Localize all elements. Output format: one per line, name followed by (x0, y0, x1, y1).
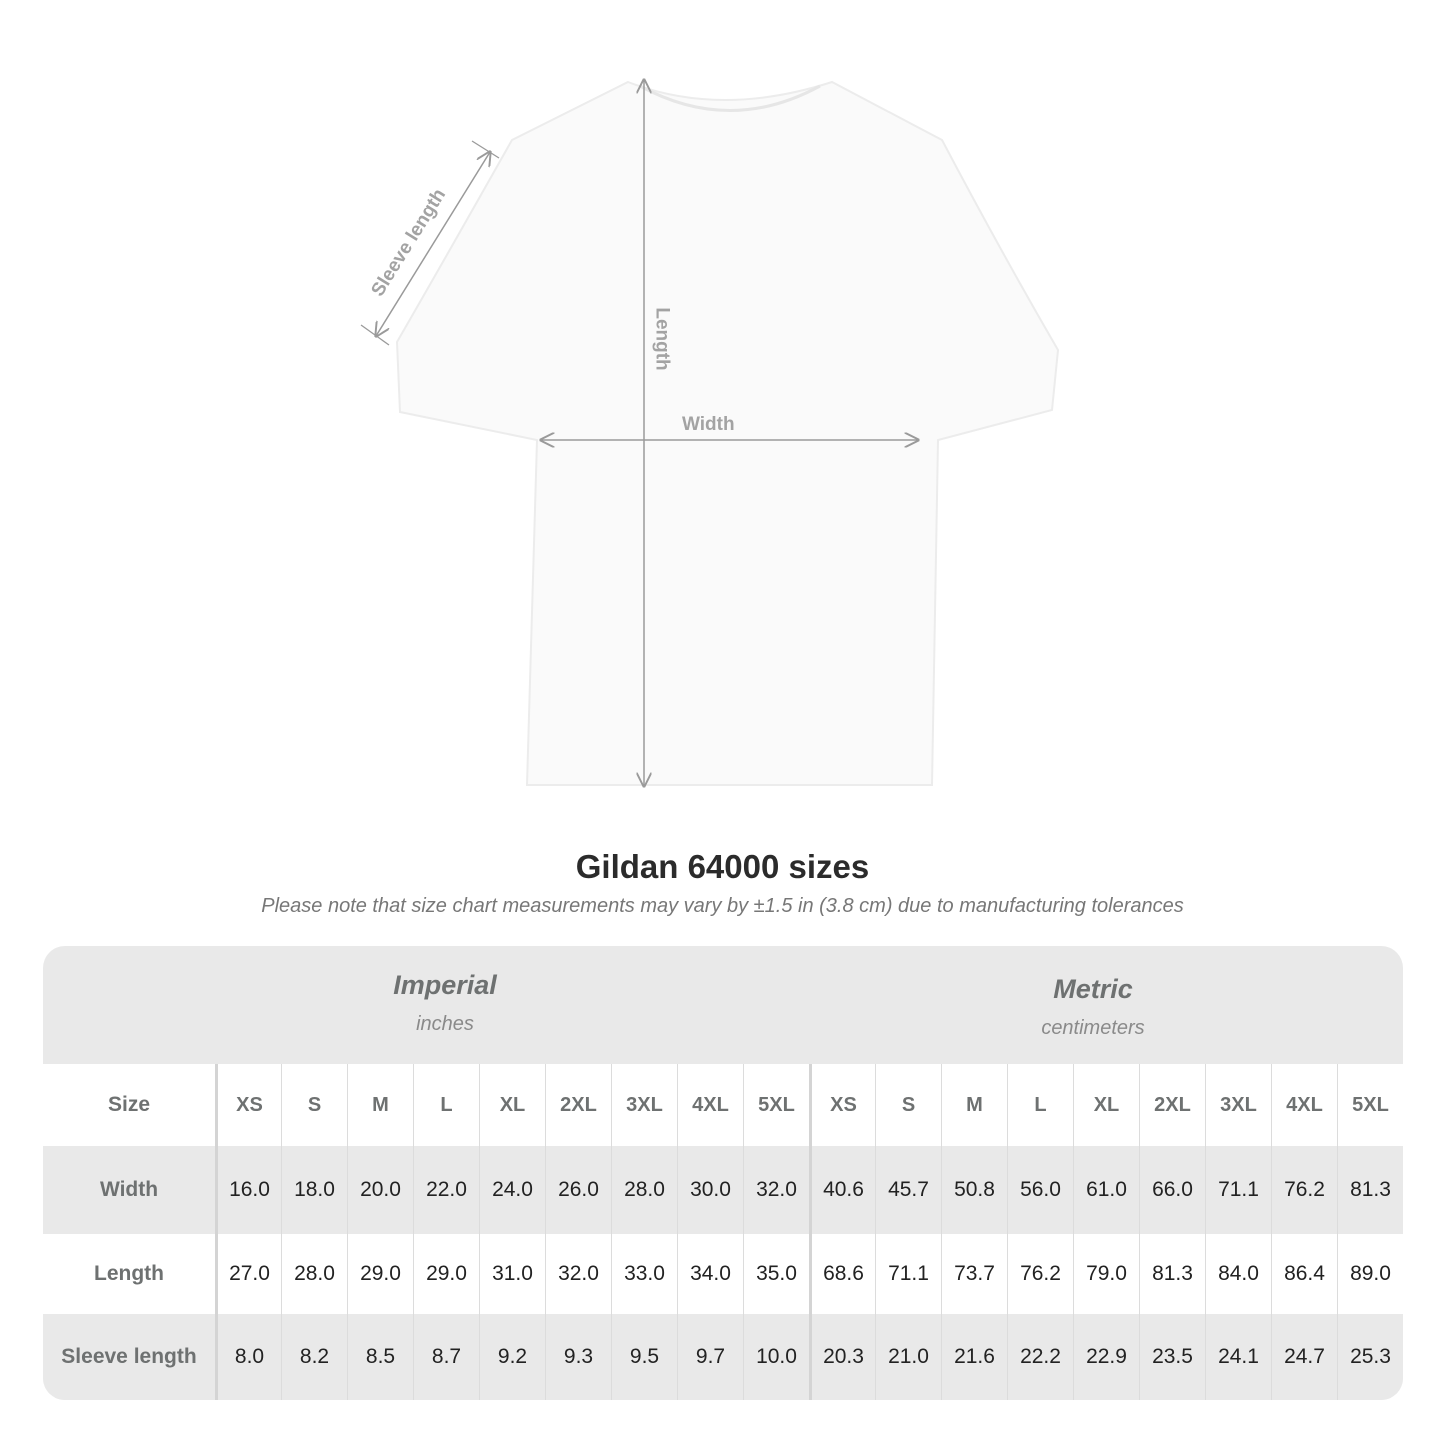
size-header-imperial: L (413, 1064, 479, 1146)
cell-imperial: 28.0 (281, 1234, 347, 1314)
cell-metric: 68.6 (809, 1234, 875, 1314)
cell-imperial: 22.0 (413, 1146, 479, 1234)
cell-metric: 50.8 (941, 1146, 1007, 1234)
cell-imperial: 16.0 (215, 1146, 281, 1234)
sleeve-line (376, 152, 490, 336)
cell-metric: 21.0 (875, 1314, 941, 1400)
cell-imperial: 10.0 (743, 1314, 809, 1400)
cell-metric: 66.0 (1139, 1146, 1205, 1234)
cell-imperial: 35.0 (743, 1234, 809, 1314)
cell-metric: 61.0 (1073, 1146, 1139, 1234)
imperial-header: Imperial inches (215, 970, 675, 1088)
size-table: Imperial inches Metric centimeters Size X… (43, 946, 1403, 1400)
cell-imperial: 28.0 (611, 1146, 677, 1234)
size-header-imperial: XL (479, 1064, 545, 1146)
size-header-imperial: 5XL (743, 1064, 809, 1146)
length-label: Length (651, 307, 673, 371)
size-header-metric: XS (809, 1064, 875, 1146)
table-row: Width 16.0 18.0 20.0 22.0 24.0 26.0 28.0 30.0 32.… (43, 1146, 1403, 1234)
tshirt-diagram (360, 0, 1060, 820)
row-label: Size (107, 1093, 151, 1116)
cell-metric: 81.3 (1139, 1234, 1205, 1314)
cell-metric: 81.3 (1337, 1146, 1403, 1234)
row-label: Width (99, 1178, 159, 1201)
cell-metric: 79.0 (1073, 1234, 1139, 1314)
cell-imperial: 8.7 (413, 1314, 479, 1400)
cell-imperial: 9.3 (545, 1314, 611, 1400)
cell-metric: 89.0 (1337, 1234, 1403, 1314)
cell-metric: 22.9 (1073, 1314, 1139, 1400)
cell-imperial: 26.0 (545, 1146, 611, 1234)
cell-metric: 86.4 (1271, 1234, 1337, 1314)
cell-imperial: 30.0 (677, 1146, 743, 1234)
cell-metric: 20.3 (809, 1314, 875, 1400)
size-header-metric: 5XL (1337, 1064, 1403, 1146)
page-title: Gildan 64000 sizes (575, 848, 870, 885)
size-header-metric: XL (1073, 1064, 1139, 1146)
size-header-imperial: XS (215, 1064, 281, 1146)
size-header-imperial: 4XL (677, 1064, 743, 1146)
cell-metric: 21.6 (941, 1314, 1007, 1400)
cell-metric: 22.2 (1007, 1314, 1073, 1400)
cell-metric: 76.2 (1271, 1146, 1337, 1234)
cell-metric: 71.1 (1205, 1146, 1271, 1234)
cell-metric: 73.7 (941, 1234, 1007, 1314)
table-row: Sleeve length 8.0 8.2 8.5 8.7 9.2 9.3 9.5 9.7 10.… (43, 1314, 1403, 1400)
metric-title: Metric (1053, 974, 1133, 1004)
cell-imperial: 32.0 (743, 1146, 809, 1234)
size-header-row: Size XS S M L XL 2XL 3XL 4XL 5XL XS S M L XL 2XL 3XL 4XL 5… (43, 1064, 1403, 1146)
cell-metric: 40.6 (809, 1146, 875, 1234)
imperial-unit: inches (416, 1013, 474, 1035)
cell-metric: 24.1 (1205, 1314, 1271, 1400)
row-label: Sleeve length (61, 1345, 197, 1368)
size-header-imperial: 3XL (611, 1064, 677, 1146)
size-header-imperial: M (347, 1064, 413, 1146)
width-label: Width (682, 414, 735, 435)
cell-imperial: 32.0 (545, 1234, 611, 1314)
cell-metric: 24.7 (1271, 1314, 1337, 1400)
size-header-imperial: S (281, 1064, 347, 1146)
size-header-metric: S (875, 1064, 941, 1146)
size-header-imperial: 2XL (545, 1064, 611, 1146)
cell-imperial: 9.2 (479, 1314, 545, 1400)
cell-imperial: 29.0 (347, 1234, 413, 1314)
cell-metric: 23.5 (1139, 1314, 1205, 1400)
cell-imperial: 9.5 (611, 1314, 677, 1400)
cell-metric: 45.7 (875, 1146, 941, 1234)
size-header-metric: 3XL (1205, 1064, 1271, 1146)
cell-imperial: 31.0 (479, 1234, 545, 1314)
metric-header: Metric centimeters (861, 974, 1325, 1092)
tolerance-note: Please note that size chart measurements… (261, 895, 1184, 917)
cell-imperial: 20.0 (347, 1146, 413, 1234)
cell-imperial: 27.0 (215, 1234, 281, 1314)
cell-metric: 84.0 (1205, 1234, 1271, 1314)
metric-unit: centimeters (1041, 1017, 1145, 1039)
cell-metric: 76.2 (1007, 1234, 1073, 1314)
size-header-metric: L (1007, 1064, 1073, 1146)
size-header-metric: M (941, 1064, 1007, 1146)
cell-metric: 25.3 (1337, 1314, 1403, 1400)
row-label: Length (94, 1262, 164, 1285)
size-header-metric: 2XL (1139, 1064, 1205, 1146)
cell-metric: 56.0 (1007, 1146, 1073, 1234)
cell-imperial: 29.0 (413, 1234, 479, 1314)
cell-metric: 71.1 (875, 1234, 941, 1314)
cell-imperial: 34.0 (677, 1234, 743, 1314)
cell-imperial: 24.0 (479, 1146, 545, 1234)
cell-imperial: 8.2 (281, 1314, 347, 1400)
imperial-title: Imperial (393, 970, 497, 1000)
cell-imperial: 18.0 (281, 1146, 347, 1234)
cell-imperial: 9.7 (677, 1314, 743, 1400)
cell-imperial: 8.0 (215, 1314, 281, 1400)
table-row: Length 27.0 28.0 29.0 29.0 31.0 32.0 33.0 34.0 35… (43, 1234, 1403, 1314)
cell-imperial: 8.5 (347, 1314, 413, 1400)
cell-imperial: 33.0 (611, 1234, 677, 1314)
size-header-metric: 4XL (1271, 1064, 1337, 1146)
